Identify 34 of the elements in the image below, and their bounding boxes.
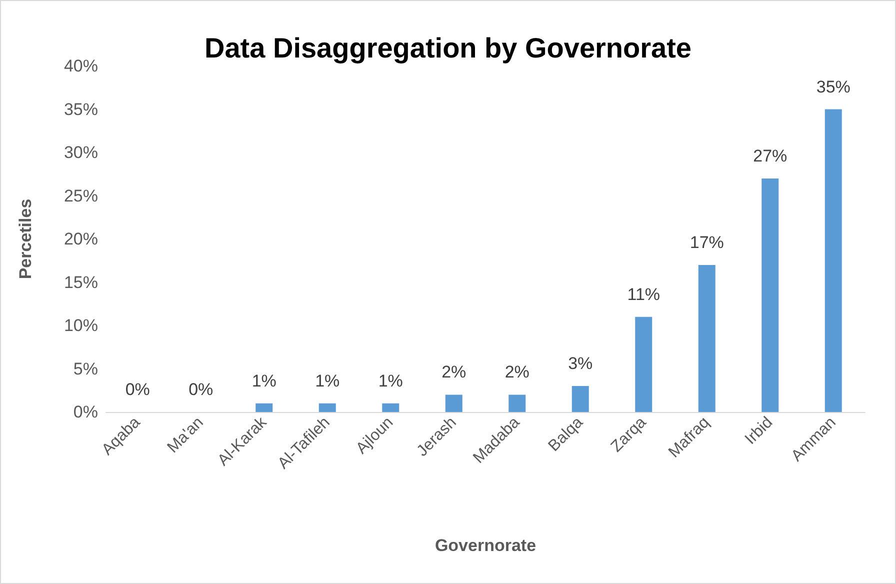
bar — [256, 403, 273, 412]
bar — [762, 178, 779, 412]
data-label: 2% — [504, 362, 530, 382]
bar — [318, 403, 336, 412]
data-label: 1% — [252, 371, 276, 390]
data-label: 0% — [125, 380, 150, 399]
y-tick-label: 35% — [64, 100, 98, 119]
y-tick-label: 0% — [73, 402, 98, 422]
y-tick-label: 20% — [64, 230, 98, 248]
bar — [382, 403, 400, 412]
data-label: 1% — [378, 371, 403, 390]
chart-title: Data Disaggregation by Governorate — [204, 32, 692, 64]
data-label: 27% — [753, 146, 788, 166]
bar — [698, 264, 716, 412]
data-label: 1% — [315, 371, 340, 390]
y-tick-label: 15% — [64, 272, 98, 292]
y-tick-label: 25% — [64, 186, 98, 206]
y-tick-label: 5% — [73, 359, 98, 378]
data-label: 2% — [442, 362, 466, 382]
y-tick-label: 10% — [64, 316, 98, 335]
bar — [445, 394, 462, 412]
bar — [635, 316, 652, 412]
y-axis-title: Percetiles — [16, 198, 35, 280]
y-tick-label: 40% — [64, 56, 98, 76]
x-axis-title: Governorate — [434, 536, 536, 555]
data-label: 11% — [627, 284, 660, 304]
bar — [824, 109, 842, 412]
data-label: 0% — [188, 380, 214, 399]
data-label: 3% — [568, 354, 593, 374]
bar — [572, 386, 589, 412]
y-tick-label: 30% — [64, 143, 98, 162]
data-label: 35% — [816, 77, 850, 96]
bar — [508, 394, 526, 412]
data-label: 17% — [690, 232, 724, 252]
